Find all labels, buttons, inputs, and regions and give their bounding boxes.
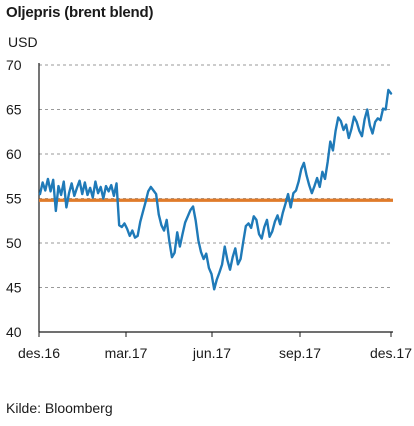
source-note: Kilde: Bloomberg [6, 400, 113, 416]
x-tick-label: des.16 [18, 345, 60, 361]
price-series-line [38, 88, 393, 291]
y-tick-label: 50 [6, 235, 22, 251]
x-tick-label: mar.17 [105, 345, 148, 361]
y-tick-label: 65 [6, 102, 22, 118]
y-tick-label: 55 [6, 191, 22, 207]
tick-labels: 40 45 50 55 60 65 70 des.16 mar.17 jun.17 sep.17 de… [6, 57, 412, 361]
axes [38, 63, 393, 337]
y-tick-label: 70 [6, 57, 22, 73]
chart-title: Oljepris (brent blend) [6, 4, 154, 21]
x-tick-label: jun.17 [192, 345, 231, 361]
y-tick-label: 40 [6, 324, 22, 340]
y-tick-label: 45 [6, 280, 22, 296]
x-tick-label: sep.17 [279, 345, 321, 361]
gridlines [39, 64, 393, 288]
x-tick-label: des.17 [370, 345, 412, 361]
series-layer [38, 88, 393, 291]
y-axis-unit-label: USD [8, 34, 38, 50]
y-tick-label: 60 [6, 146, 22, 162]
